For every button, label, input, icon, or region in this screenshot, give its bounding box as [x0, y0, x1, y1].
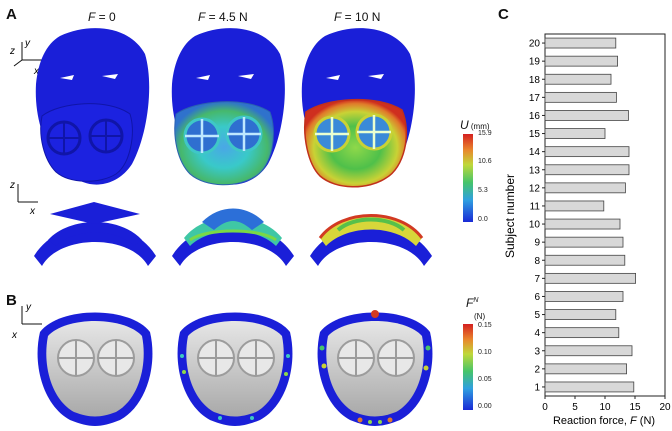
glyph-top-y: y [24, 38, 31, 49]
colorbar-u-tick-2: 5.3 [478, 187, 488, 194]
frame-f0 [37, 312, 153, 426]
glyph-bottom-x: x [11, 330, 18, 341]
bar-subject-7 [544, 272, 636, 284]
bar-subject-3 [544, 345, 633, 357]
force-header-1: F = 4.5 N [198, 10, 248, 24]
axes-glyph-top: y z x [9, 38, 42, 77]
colorbar-f-tick-2: 0.05 [478, 376, 492, 383]
y-tick-label: 17 [529, 93, 541, 104]
head-f0 [35, 28, 150, 185]
y-tick-label: 15 [529, 129, 541, 140]
glyph-top-x: x [33, 66, 40, 77]
mask-head-renderings [35, 28, 415, 188]
x-tick-label: 10 [599, 402, 611, 413]
colorbar-u-tick-1: 10.6 [478, 158, 492, 165]
colorbar-f-tick-0: 0.15 [478, 322, 492, 329]
plot-frame [544, 33, 666, 397]
y-tick-label: 10 [529, 220, 541, 231]
bar-subject-4 [544, 327, 620, 339]
bar-subject-13 [544, 164, 630, 176]
y-tick-label: 8 [534, 256, 540, 267]
colorbar-f-unit: (N) [474, 312, 486, 321]
y-tick-label: 3 [534, 346, 540, 357]
bar-subject-15 [544, 128, 606, 139]
colorbar-u-tick-3: 0.0 [478, 216, 488, 223]
colorbar-f [463, 324, 473, 410]
y-tick-label: 6 [534, 292, 540, 303]
colorbar-u-title: U (mm) [460, 118, 490, 132]
panel-a-label: A [6, 6, 17, 23]
y-tick-label: 12 [529, 183, 541, 194]
x-axis-label: Reaction force, F (N) [553, 415, 655, 427]
y-tick-label: 18 [529, 75, 541, 86]
y-tick-label: 14 [529, 147, 541, 158]
glyph-top-z: z [9, 46, 15, 57]
bar-subject-1 [544, 381, 635, 393]
frame-f45 [177, 312, 293, 426]
bar-subject-18 [544, 73, 612, 85]
mask-top-views [34, 202, 432, 266]
arch-f45 [172, 208, 294, 266]
bar-subject-6 [544, 291, 624, 302]
y-tick-label: 20 [529, 39, 541, 50]
force-header-2: F = 10 N [334, 10, 381, 24]
x-tick-label: 5 [572, 402, 578, 413]
head-f10 [301, 28, 415, 188]
axes-glyph-mid: z x [9, 180, 38, 217]
x-tick-label: 0 [542, 402, 548, 413]
bar-subject-8 [544, 254, 626, 266]
glyph-bottom-y: y [25, 302, 32, 313]
y-tick-label: 1 [534, 382, 540, 393]
bar-subject-19 [544, 55, 618, 67]
panel-c-label: C [498, 6, 509, 23]
glyph-mid-z: z [9, 180, 15, 191]
glyph-mid-x: x [29, 206, 36, 217]
bar-subject-14 [544, 146, 630, 158]
bar-subject-2 [544, 363, 627, 375]
bar-subject-5 [544, 309, 617, 320]
arch-f0 [34, 202, 156, 266]
colorbar-u [463, 134, 473, 222]
arch-f10 [310, 214, 432, 266]
y-tick-label: 9 [534, 238, 540, 249]
colorbar-f-tick-3: 0.00 [478, 403, 492, 410]
y-tick-label: 4 [534, 328, 540, 339]
bar-subject-9 [544, 236, 624, 248]
x-tick-label: 15 [629, 402, 641, 413]
head-f45 [171, 28, 285, 186]
colorbar-u-tick-0: 15.9 [478, 130, 492, 137]
force-header-0: F = 0 [88, 10, 116, 24]
bar-subject-10 [544, 218, 621, 230]
bar-subject-20 [544, 37, 617, 49]
x-tick-label: 20 [659, 402, 671, 413]
colorbar-f-tick-1: 0.10 [478, 349, 492, 356]
y-tick-label: 13 [529, 165, 541, 176]
panel-b-label: B [6, 292, 17, 309]
y-tick-label: 16 [529, 111, 541, 122]
y-tick-label: 7 [534, 274, 540, 285]
y-tick-label: 19 [529, 57, 541, 68]
bar-subject-11 [544, 200, 605, 212]
frame-f10 [317, 310, 433, 426]
y-axis-label: Subject number [503, 174, 517, 258]
colorbar-f-title: FN [466, 296, 479, 310]
y-tick-label: 11 [530, 201, 541, 212]
bar-subject-17 [544, 91, 617, 103]
bar-subject-16 [544, 110, 629, 121]
axes-glyph-bottom: y x [11, 302, 42, 341]
y-tick-label: 5 [534, 310, 540, 321]
mask-frames [37, 310, 433, 426]
bar-subject-12 [544, 182, 626, 194]
y-tick-label: 2 [534, 364, 540, 375]
